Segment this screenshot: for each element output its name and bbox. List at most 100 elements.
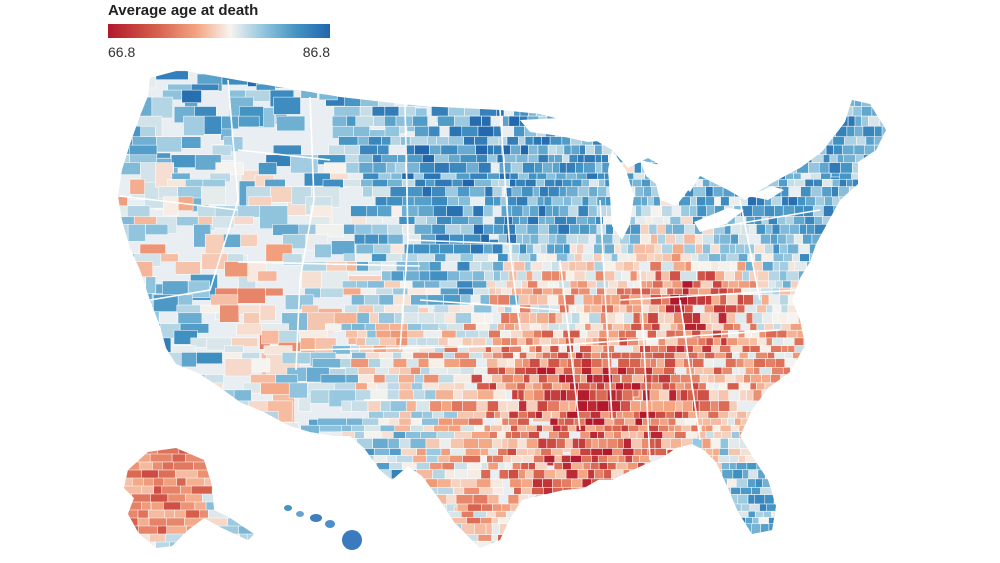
county-cell: [497, 448, 508, 456]
county-cell: [611, 469, 624, 480]
county-cell: [529, 233, 540, 245]
county-cell: [750, 96, 763, 107]
county-cell: [571, 478, 583, 488]
county-cell: [396, 83, 415, 91]
county-cell: [440, 287, 459, 296]
county-cell: [500, 312, 511, 324]
county-cell: [720, 337, 728, 346]
county-cell: [871, 455, 882, 463]
county-cell: [769, 96, 782, 107]
county-cell: [776, 330, 788, 339]
county-cell: [401, 205, 419, 217]
county-cell: [444, 523, 463, 535]
county-cell: [842, 549, 854, 559]
county-cell: [726, 312, 736, 324]
county-cell: [580, 374, 587, 384]
county-cell: [211, 389, 235, 412]
county-cell: [885, 279, 886, 311]
county-cell: [674, 304, 685, 314]
county-cell: [462, 400, 478, 412]
county-cell: [745, 367, 754, 375]
county-cell: [345, 374, 359, 384]
county-cell: [698, 448, 706, 456]
county-cell: [463, 70, 474, 75]
county-cell: [760, 487, 773, 495]
county-cell: [822, 294, 832, 306]
county-cell: [118, 70, 141, 81]
county-cell: [642, 304, 649, 314]
county-cell: [632, 345, 640, 353]
county-cell: [580, 549, 587, 559]
county-cell: [620, 400, 631, 412]
county-cell: [229, 411, 251, 421]
county-cell: [710, 517, 722, 525]
county-cell: [118, 106, 139, 121]
county-cell: [358, 549, 373, 559]
county-cell: [627, 549, 638, 559]
county-cell: [341, 400, 352, 412]
county-cell: [881, 323, 886, 331]
county-cell: [662, 280, 673, 289]
county-cell: [693, 186, 707, 198]
county-cell: [718, 549, 726, 559]
county-cell: [694, 367, 704, 375]
county-cell: [836, 233, 844, 245]
county-cell: [839, 487, 851, 495]
county-cell: [548, 431, 559, 439]
county-cell: [687, 455, 698, 463]
county-cell: [708, 389, 719, 402]
county-cell: [630, 224, 641, 235]
county-cell: [732, 172, 744, 180]
county-cell: [412, 280, 425, 289]
county-cell: [719, 494, 727, 505]
county-cell: [454, 431, 472, 439]
county-cell: [436, 517, 450, 525]
county-cell: [900, 518, 909, 524]
county-cell: [672, 243, 685, 255]
county-cell: [862, 270, 870, 282]
county-cell: [768, 517, 776, 525]
county-cell: [164, 352, 182, 367]
county-cell: [660, 125, 674, 138]
county-cell: [801, 96, 814, 107]
county-cell: [738, 280, 751, 289]
county-cell: [623, 96, 635, 107]
county-cell: [362, 186, 373, 198]
county-cell: [658, 144, 670, 155]
county-cell: [443, 358, 460, 368]
county-cell: [662, 106, 674, 117]
county-cell: [836, 374, 847, 384]
county-cell: [358, 162, 374, 174]
county-cell: [507, 253, 519, 262]
county-cell: [646, 280, 653, 289]
county-cell: [864, 89, 873, 98]
county-cell: [492, 337, 502, 346]
county-cell: [426, 216, 437, 225]
county-cell: [444, 469, 455, 480]
county-cell: [890, 449, 898, 456]
county-cell: [515, 154, 529, 163]
county-cell: [204, 382, 223, 396]
county-cell: [546, 172, 557, 180]
county-cell: [419, 494, 430, 505]
county-cell: [124, 533, 139, 548]
county-cell: [736, 478, 748, 488]
county-cell: [669, 382, 677, 391]
county-cell: [883, 431, 886, 439]
county-cell: [867, 382, 875, 391]
county-cell: [501, 287, 512, 296]
county-cell: [247, 533, 254, 546]
county-cell: [751, 431, 760, 439]
county-cell: [581, 179, 590, 187]
county-cell: [894, 244, 905, 254]
county-cell: [366, 205, 378, 217]
county-cell: [765, 431, 774, 439]
county-cell: [591, 438, 599, 449]
county-cell: [790, 389, 801, 402]
county-cell: [682, 96, 692, 107]
county-cell: [442, 540, 453, 548]
county-cell: [864, 478, 872, 488]
county-cell: [364, 448, 375, 456]
county-cell: [772, 89, 782, 98]
